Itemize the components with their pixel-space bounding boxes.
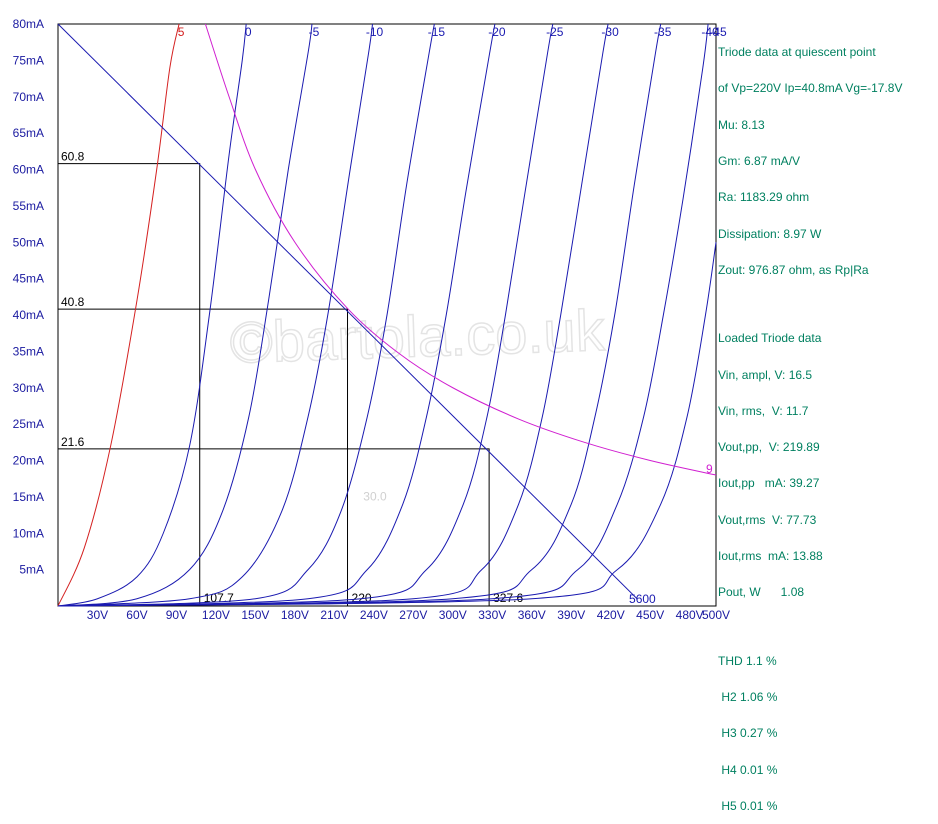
x-tick-label: 420V	[597, 608, 625, 622]
loaded-line: Pout, W 1.08	[718, 585, 805, 600]
loaded-line: Vout,pp, V: 219.89	[718, 440, 820, 455]
grid-voltage-curve	[57, 23, 662, 607]
curve-label: -30	[601, 25, 619, 39]
info-line: Gm: 6.87 mA/V	[718, 154, 801, 169]
x-tick-label: 210V	[320, 608, 348, 622]
load-line-label: 5600	[629, 592, 656, 606]
y-tick-label: 70mA	[13, 90, 44, 104]
loaded-line: Vin, rms, V: 11.7	[718, 403, 809, 418]
x-tick-label: 60V	[126, 608, 147, 622]
operating-va-label: 327.6	[493, 591, 523, 605]
faint-label: 30.0	[363, 490, 387, 504]
grid-voltage-curve	[57, 23, 374, 607]
info-line: Mu: 8.13	[718, 117, 765, 132]
y-tick-label: 50mA	[13, 235, 44, 249]
curve-label: -20	[488, 25, 506, 39]
curve-label: -5	[309, 25, 320, 39]
load-line	[57, 23, 638, 600]
grid-voltage-curve	[57, 242, 717, 607]
y-tick-label: 15mA	[13, 490, 44, 504]
dissipation-label: 9	[706, 462, 713, 476]
y-tick-label: 20mA	[13, 454, 44, 468]
info-panel: Triode data at quiescent point of Vp=220…	[718, 22, 936, 824]
grid-voltage-curve	[57, 23, 554, 607]
curve-label: -10	[366, 25, 384, 39]
y-tick-label: 25mA	[13, 417, 44, 431]
grid-voltage-curve	[57, 23, 247, 607]
grid-voltage-curve	[57, 23, 435, 607]
x-tick-label: 300V	[439, 608, 467, 622]
info-line: Triode data at quiescent point	[718, 45, 876, 60]
grid-voltage-curve	[57, 23, 609, 607]
grid-voltage-curve	[57, 23, 709, 607]
thd-line: H4 0.01 %	[718, 762, 778, 777]
curve-label: 5	[178, 25, 185, 39]
watermark: ©bartola.co.uk	[228, 297, 607, 377]
x-tick-label: 390V	[557, 608, 585, 622]
x-tick-label: 270V	[399, 608, 427, 622]
info-line: Dissipation: 8.97 W	[718, 226, 822, 241]
info-line: Ra: 1183.29 ohm	[718, 190, 810, 205]
y-tick-label: 75mA	[13, 53, 44, 67]
y-tick-label: 45mA	[13, 272, 44, 286]
info-line: of Vp=220V Ip=40.8mA Vg=-17.8V	[718, 81, 903, 96]
x-tick-label: 150V	[241, 608, 269, 622]
y-tick-label: 5mA	[19, 563, 44, 577]
x-tick-label: 30V	[87, 608, 108, 622]
loaded-line: Vout,rms V: 77.73	[718, 512, 817, 527]
x-tick-label: 90V	[166, 608, 187, 622]
watermark-text: ©bartola.co.uk	[229, 298, 607, 376]
operating-line	[58, 448, 490, 606]
grid-voltage-curve	[57, 23, 313, 607]
x-tick-label: 120V	[202, 608, 230, 622]
y-tick-label: 10mA	[13, 526, 44, 540]
loaded-line: Loaded Triode data	[718, 331, 822, 346]
curve-label: -35	[654, 25, 672, 39]
thd-line: H2 1.06 %	[718, 690, 778, 705]
y-tick-label: 55mA	[13, 199, 44, 213]
curve-label: 0	[245, 25, 252, 39]
thd-line: H3 0.27 %	[718, 726, 778, 741]
operating-line	[58, 163, 201, 606]
x-tick-label: 480V	[676, 608, 704, 622]
tube-characteristic-chart: ©bartola.co.uk 5mA 10mA 15mA 20mA 25mA 30mA 35…	[13, 17, 730, 622]
loaded-line: Vin, ampl, V: 16.5	[718, 367, 813, 382]
y-tick-label: 80mA	[13, 17, 44, 31]
grid-voltage-curve	[57, 23, 496, 607]
x-tick-label: 500V	[702, 608, 730, 622]
y-tick-label: 40mA	[13, 308, 44, 322]
curve-label: -40	[701, 25, 719, 39]
operating-ia-label: 21.6	[61, 435, 85, 449]
curve-label: -45	[709, 25, 727, 39]
y-tick-label: 30mA	[13, 381, 44, 395]
x-tick-label: 180V	[281, 608, 309, 622]
thd-line: THD 1.1 %	[718, 653, 777, 668]
y-tick-label: 60mA	[13, 163, 44, 177]
y-tick-label: 35mA	[13, 344, 44, 358]
loaded-line: Iout,rms mA: 13.88	[718, 549, 823, 564]
info-line: Zout: 976.87 ohm, as Rp|Ra	[718, 262, 869, 277]
grid-voltage-curve	[57, 23, 180, 607]
x-tick-label: 450V	[636, 608, 664, 622]
curve-label: -25	[546, 25, 564, 39]
dissipation-curve	[204, 23, 717, 476]
loaded-line: Iout,pp mA: 39.27	[718, 476, 820, 491]
x-tick-label: 360V	[518, 608, 546, 622]
operating-ia-label: 60.8	[61, 150, 85, 164]
y-tick-label: 65mA	[13, 126, 44, 140]
curve-label: -15	[428, 25, 446, 39]
x-tick-label: 330V	[478, 608, 506, 622]
x-tick-label: 240V	[360, 608, 388, 622]
operating-ia-label: 40.8	[61, 295, 85, 309]
thd-line: H5 0.01 %	[718, 798, 778, 813]
